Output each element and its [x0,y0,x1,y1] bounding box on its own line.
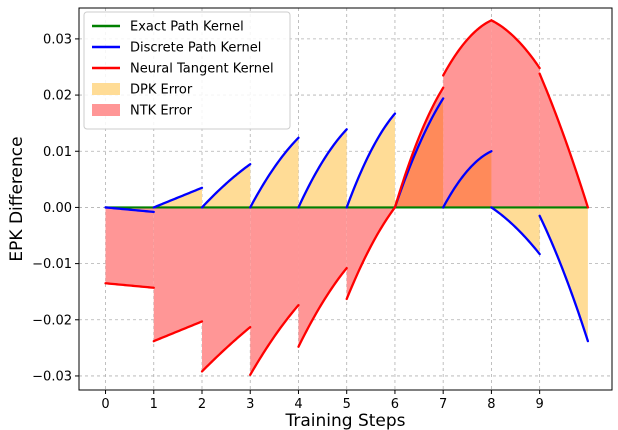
ntk-error-fill-8 [491,20,540,208]
ntk-segment-9 [538,72,590,209]
x-tick-label-7: 7 [439,397,447,412]
legend-label-4: NTK Error [130,104,193,119]
ntk-error-fill-3 [250,207,299,375]
x-tick-label-1: 1 [150,397,158,412]
dpk-error-fill-5 [346,113,395,208]
legend-label-1: Discrete Path Kernel [130,41,261,56]
x-axis-label: Training Steps [284,411,405,430]
ntk-segment-1 [152,320,204,343]
legend-patch-3 [92,83,120,95]
legend-box [83,11,291,130]
x-tick-label-6: 6 [391,397,399,412]
ntk-error-fill-0 [105,207,154,288]
y-tick-label-3: 0.00 [43,201,72,216]
dpk-segment-8 [490,206,541,256]
ntk-error-fill-9 [539,73,588,208]
dpk-segment-3 [249,136,300,209]
y-tick-label-4: 0.01 [43,145,72,160]
x-tick-label-2: 2 [198,397,206,412]
y-tick-label-6: 0.03 [43,32,72,47]
error-overlap-fill-6 [394,98,444,208]
dpk-segment-5 [345,112,397,209]
y-axis-label: EPK Difference [7,136,27,261]
dpk-segment-7 [442,150,493,209]
y-tick-label-5: 0.02 [43,89,72,104]
dpk-error-fill-2 [202,164,251,208]
x-tick-label-4: 4 [294,397,302,412]
dpk-segment-4 [297,128,348,209]
ntk-segment-2 [200,325,252,373]
dpk-error-fill-3 [250,137,299,208]
legend-label-0: Exact Path Kernel [130,20,244,35]
ntk-segment-0 [104,282,155,289]
y-tick-label-2: −0.01 [32,257,72,272]
ntk-segment-7 [442,19,493,77]
dpk-error-fill-8 [491,207,540,255]
tick-labels: 0 1 2 3 4 5 6 7 8 9 −0.03 −0.02 −0.01 0.00 0.01 0.02 0.0… [32,32,544,412]
series-lines [104,19,590,376]
x-tick-label-5: 5 [343,397,351,412]
ntk-error-fill-2 [202,207,251,372]
y-tick-label-1: −0.02 [32,313,72,328]
plot-frame [78,7,613,391]
ntk-segment-3 [249,304,300,376]
ntk-error-fill-1 [153,207,202,342]
legend: Exact Path Kernel Discrete Path Kernel Neu… [83,11,291,130]
x-tick-label-9: 9 [536,397,544,412]
ntk-segment-4 [297,266,348,348]
dpk-error-fill-4 [298,129,347,208]
legend-label-2: Neural Tangent Kernel [130,62,274,77]
ntk-segment-6 [393,86,445,209]
x-tick-label-3: 3 [246,397,254,412]
ntk-error-fill-4 [298,207,347,347]
dpk-segment-1 [152,186,204,209]
legend-patch-4 [92,104,120,116]
ntk-error-fill-5 [346,207,395,299]
dpk-segment-9 [538,214,590,343]
ntk-segment-5 [345,206,397,301]
ntk-segment-8 [490,19,541,70]
x-tick-label-0: 0 [101,397,109,412]
x-tick-label-8: 8 [487,397,495,412]
error-overlap-fill-7 [443,151,492,208]
y-tick-label-0: −0.03 [32,369,72,384]
dpk-segment-2 [200,163,252,209]
legend-label-3: DPK Error [130,83,193,98]
dpk-segment-0 [104,206,155,214]
